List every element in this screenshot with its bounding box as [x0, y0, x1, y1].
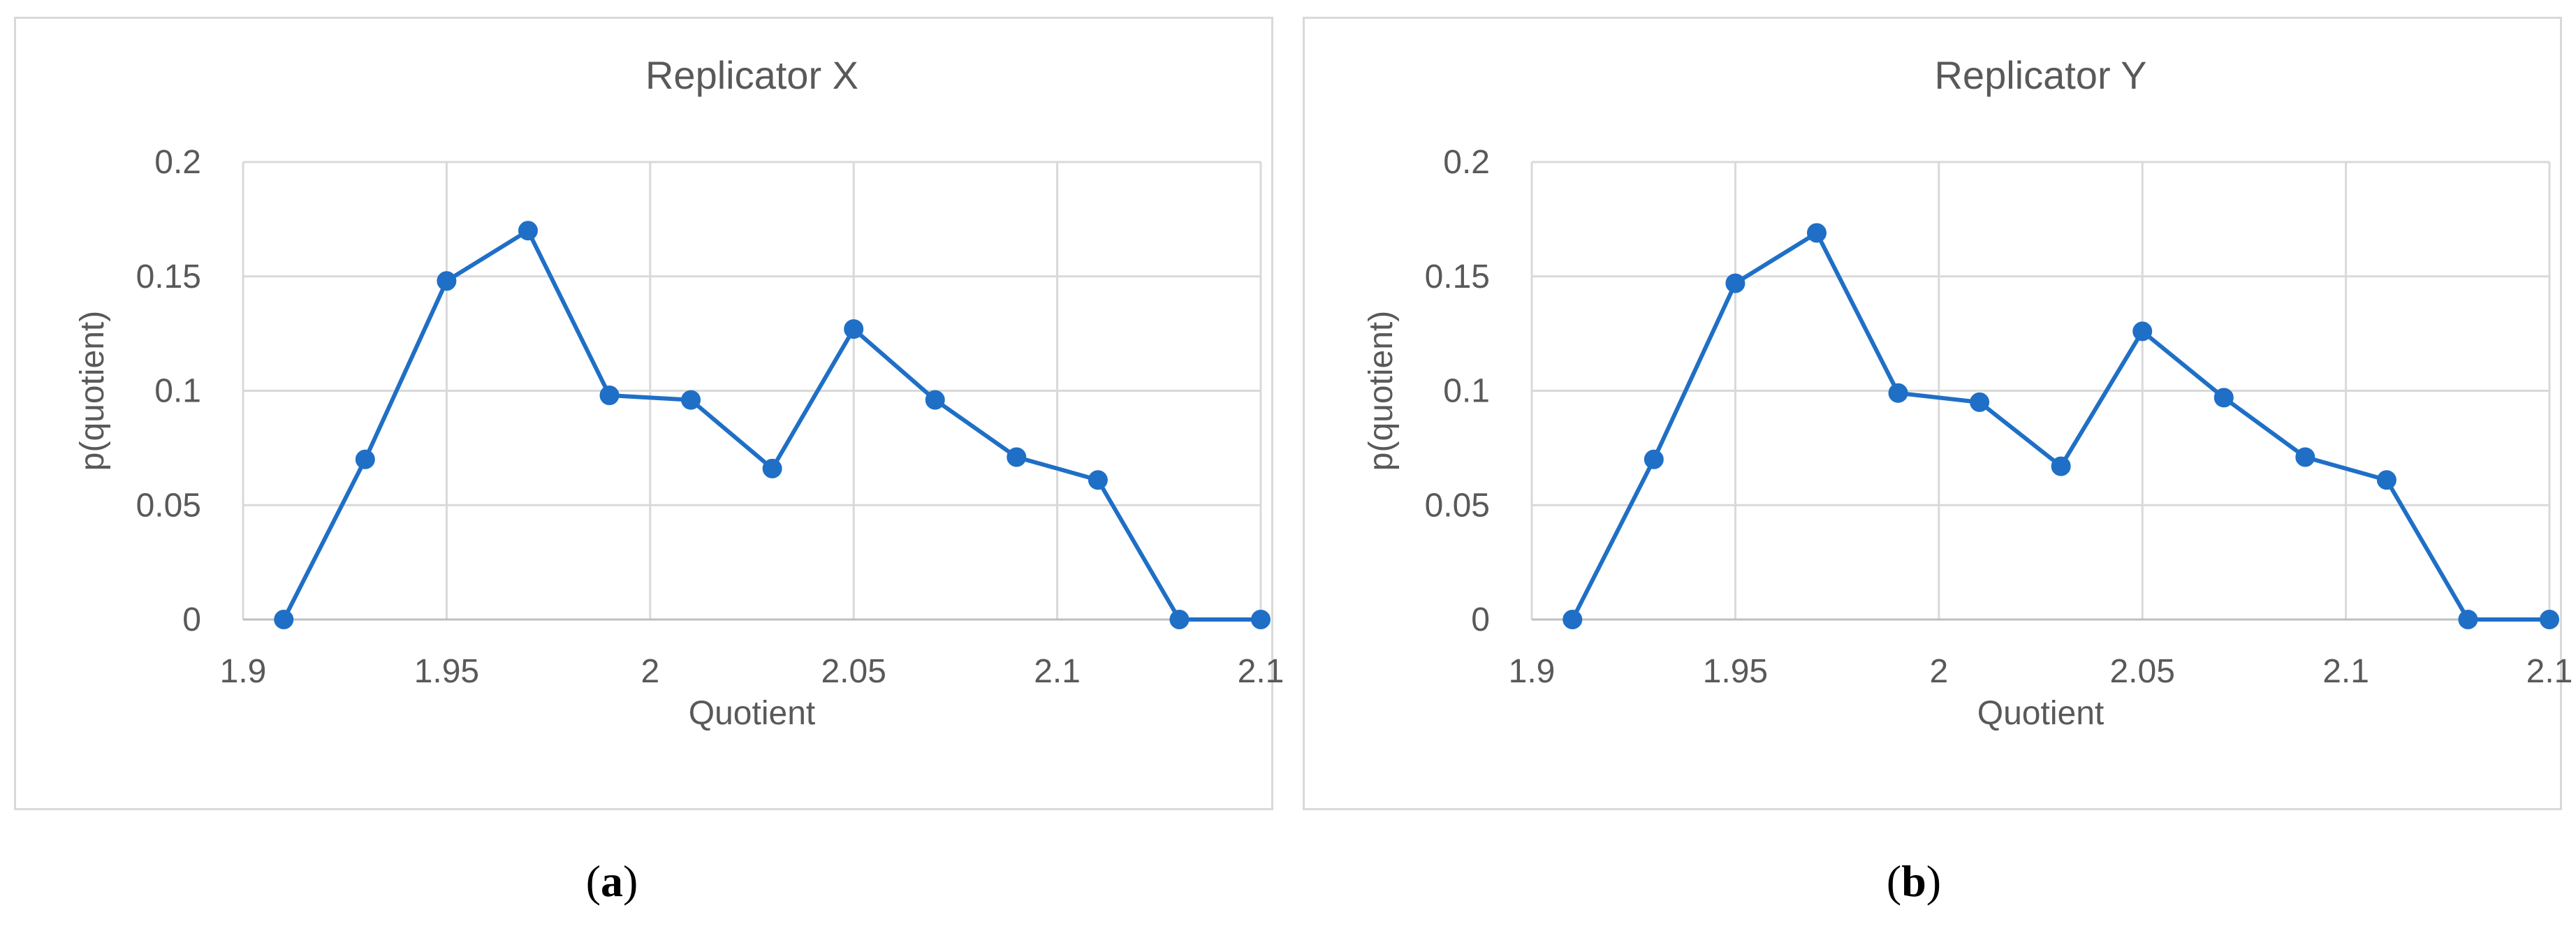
y-tick-label: 0.2 — [1443, 144, 1490, 181]
data-point — [437, 271, 457, 291]
series-line — [281, 228, 1261, 622]
chart-svg-b: Replicator Y 0 0.05 0.1 0.15 0.2 1.9 1.95 2 2.05 2… — [1363, 53, 2573, 732]
chart-panel-b: Replicator Y 0 0.05 0.1 0.15 0.2 1.9 1.95 2 2.05 2… — [1303, 17, 2573, 810]
x-tick-label: 1.95 — [414, 653, 479, 690]
x-tick-label: 2.05 — [821, 653, 886, 690]
caption-b-letter: b — [1901, 856, 1926, 906]
data-point — [1806, 223, 1827, 243]
data-point — [2376, 470, 2396, 490]
data-point — [2132, 321, 2153, 342]
data-point — [1970, 392, 1990, 412]
data-point — [925, 390, 945, 410]
caption-b: (b) — [1886, 856, 1942, 906]
x-tick-label: 2 — [641, 653, 659, 690]
data-point — [762, 458, 782, 478]
x-tick-label: 1.9 — [220, 653, 267, 690]
data-point — [1725, 273, 1746, 293]
caption-a-letter: a — [601, 856, 623, 906]
data-point — [2051, 456, 2071, 476]
x-tick-label: 2.1 — [2526, 653, 2573, 690]
y-tick-label: 0.1 — [1443, 373, 1490, 410]
data-point — [844, 319, 864, 339]
y-tick-label: 0.1 — [154, 373, 201, 410]
y-tick-label: 0 — [182, 601, 201, 638]
chart-panel-a: Replicator X 0 0.05 0.1 0.15 0.2 1.9 1.95 2 2.05 2… — [14, 17, 1284, 810]
data-point — [681, 390, 701, 410]
chart-title: Replicator Y — [1934, 53, 2146, 97]
y-axis-title: p(quotient) — [74, 311, 111, 471]
y-tick-label: 0.05 — [136, 487, 201, 524]
x-axis-title: Quotient — [689, 695, 815, 732]
data-point — [599, 386, 620, 406]
y-tick-label: 0 — [1471, 601, 1490, 638]
y-tick-label: 0.2 — [154, 144, 201, 181]
x-tick-label: 2.1 — [1238, 653, 1285, 690]
data-point — [2540, 610, 2559, 629]
x-tick-label: 2 — [1929, 653, 1948, 690]
data-point — [1888, 383, 1908, 403]
data-point — [1007, 447, 1027, 467]
data-point — [518, 221, 538, 241]
data-point — [2458, 610, 2478, 629]
series-line — [1570, 230, 2549, 622]
caption-a: (a) — [585, 856, 638, 906]
x-axis-title: Quotient — [1977, 695, 2104, 732]
y-tick-label: 0.15 — [1425, 258, 1490, 295]
data-point — [1169, 610, 1190, 629]
data-point — [2213, 388, 2234, 408]
y-tick-label: 0.05 — [1425, 487, 1490, 524]
x-tick-label: 2.1 — [1034, 653, 1081, 690]
x-tick-label: 2.05 — [2109, 653, 2174, 690]
y-tick-label: 0.15 — [136, 258, 201, 295]
data-point — [1088, 470, 1108, 490]
x-tick-label: 1.95 — [1703, 653, 1768, 690]
chart-title: Replicator X — [645, 53, 858, 97]
chart-svg-a: Replicator X 0 0.05 0.1 0.15 0.2 1.9 1.95 2 2.05 2… — [74, 53, 1284, 732]
x-tick-label: 2.1 — [2322, 653, 2369, 690]
data-point — [1644, 449, 1664, 469]
y-axis-title: p(quotient) — [1363, 311, 1400, 471]
data-point — [355, 449, 375, 469]
data-point — [1251, 610, 1271, 629]
data-point — [274, 610, 294, 629]
data-point — [2295, 447, 2315, 467]
x-tick-label: 1.9 — [1509, 653, 1556, 690]
data-point — [1563, 610, 1583, 629]
